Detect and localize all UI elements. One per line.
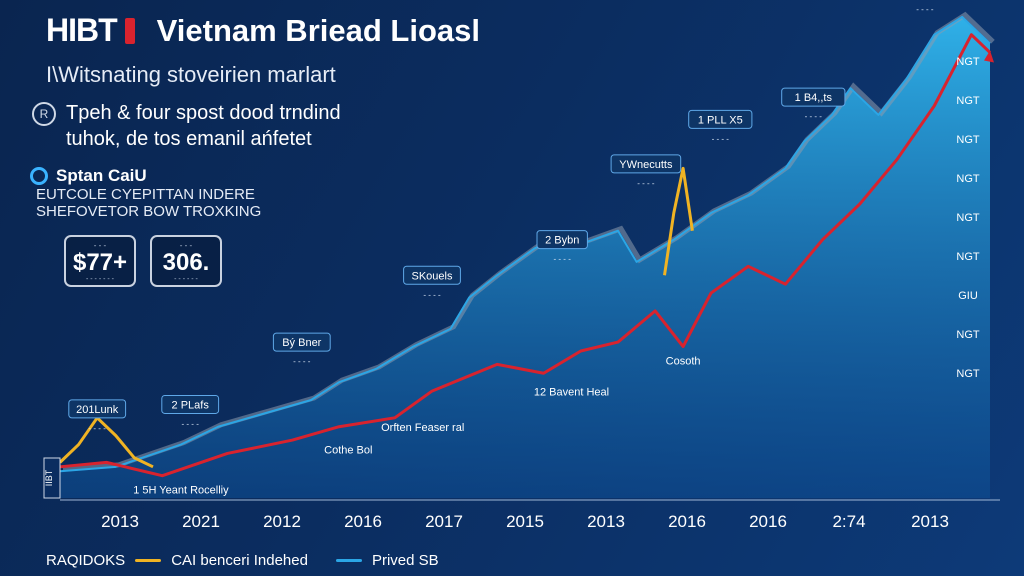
stat-value: 306. — [152, 250, 220, 276]
spotlight-title: Sptan CaiU — [56, 166, 147, 186]
brand-logo: HIBT — [46, 12, 117, 49]
annotation-label: Bý Bner — [282, 337, 321, 349]
annotation-dots: - - - - — [182, 419, 200, 428]
stat-subtext: - - - - - - — [152, 276, 220, 283]
y-tick-label: NGT — [956, 134, 980, 146]
x-tick-label: 2016 — [344, 512, 382, 531]
y-tick-label: NGT — [956, 95, 980, 107]
spotlight-line-1: EUTCOLE CYEPITTAN INDERE — [36, 186, 261, 203]
series-line — [60, 418, 153, 467]
annotation-label: 1 B4,,ts — [795, 92, 833, 104]
brand-badge — [125, 18, 135, 44]
y-tick-label: NGT — [956, 368, 980, 380]
title-row: HIBT Vietnam Briead Lioasl — [46, 12, 480, 49]
annotation-dots: - - - - — [916, 5, 934, 14]
stat-card: - - - $77+ - - - - - - - — [64, 235, 136, 287]
x-tick-label: 2016 — [668, 512, 706, 531]
annotation-dots: - - - - — [805, 112, 823, 121]
x-tick-label: 2015 — [506, 512, 544, 531]
callout-label: Cothe Bol — [324, 444, 372, 456]
info-line-1: Tpeh & four spost dood trndind — [66, 100, 341, 126]
y-tick-label: GIU — [958, 290, 978, 302]
x-tick-label: 2013 — [101, 512, 139, 531]
y-tick-label: NGT — [956, 329, 980, 341]
annotation-dots: - - - - — [554, 255, 572, 264]
legend-swatch-gold — [135, 559, 161, 562]
annotation-label: 2 PLafs — [172, 399, 210, 411]
info-icon: R — [32, 102, 56, 126]
legend-swatch-blue — [336, 559, 362, 562]
legend: RAQIDOKS CAI benceri Indehed Prived SB — [46, 552, 439, 569]
y-tick-label: NGT — [956, 173, 980, 185]
annotation-label: YWnecutts — [619, 159, 673, 171]
annotation-dots: - - - - — [89, 424, 107, 433]
annotation-dots: - - - - — [637, 179, 655, 188]
spotlight-line-2: SHEFOVETOR BOW TROXKING — [36, 203, 261, 220]
legend-item-label: CAI benceri Indehed — [171, 552, 308, 569]
callout-label: Orften Feaser ral — [381, 422, 464, 434]
y-tick-label: NGT — [956, 212, 980, 224]
annotation-label: 2 Bybn — [545, 235, 579, 247]
x-tick-label: 2:74 — [832, 512, 865, 531]
left-axis-label: IIBT — [44, 469, 54, 486]
annotation-label: 201Lunk — [76, 404, 119, 416]
annotation-dots: - - - - — [293, 357, 311, 366]
legend-item-label: Prived SB — [372, 552, 439, 569]
y-tick-label: NGT — [956, 251, 980, 263]
callout-label: 1 5H Yeant Rocelliy — [133, 485, 229, 497]
annotation-dots: - - - - — [423, 290, 441, 299]
page-title: Vietnam Briead Lioasl — [157, 13, 480, 49]
info-block: R Tpeh & four spost dood trndind tuhok, … — [32, 100, 341, 152]
legend-title: RAQIDOKS — [46, 552, 125, 569]
spotlight-icon — [30, 167, 48, 185]
x-tick-label: 2013 — [587, 512, 625, 531]
x-tick-label: 2016 — [749, 512, 787, 531]
y-tick-label: NGT — [956, 56, 980, 68]
x-tick-label: 2021 — [182, 512, 220, 531]
annotation-label: SKouels — [412, 270, 453, 282]
annotation-dots: - - - - — [712, 134, 730, 143]
x-tick-label: 2012 — [263, 512, 301, 531]
page-subtitle: I\Witsnating stoveirien marlart — [46, 62, 336, 88]
x-tick-label: 2017 — [425, 512, 463, 531]
info-line-2: tuhok, de tos emanil ańfetet — [66, 126, 341, 152]
annotation-label: 1 PLL X5 — [698, 114, 743, 126]
stat-value: $77+ — [66, 250, 134, 276]
stat-subtext: - - - - - - - — [66, 276, 134, 283]
x-tick-label: 2013 — [911, 512, 949, 531]
stat-card: - - - 306. - - - - - - — [150, 235, 222, 287]
spotlight-block: Sptan CaiU EUTCOLE CYEPITTAN INDERE SHEF… — [30, 166, 261, 220]
callout-label: 12 Bavent Heal — [534, 387, 609, 399]
callout-label: Cosoth — [666, 355, 701, 367]
